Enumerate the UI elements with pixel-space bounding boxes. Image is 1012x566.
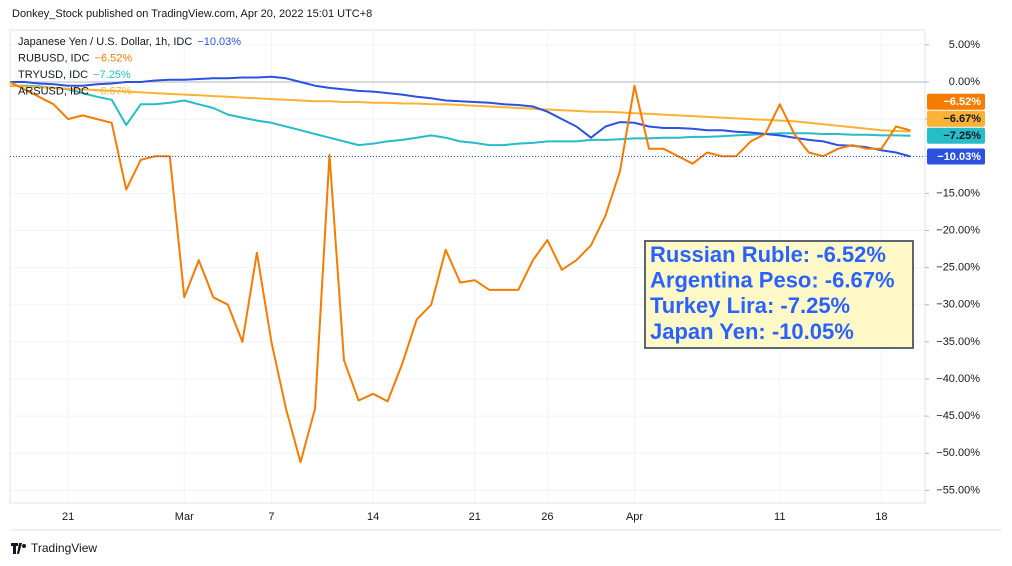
x-tick-label: 21 <box>62 511 74 523</box>
brand-logo <box>11 543 26 554</box>
annotation-box <box>644 240 914 349</box>
y-tick-label: −40.00% <box>936 373 980 385</box>
y-tick-label: −25.00% <box>936 262 980 274</box>
legend-value: −6.67% <box>94 85 132 97</box>
annotation-text: Argentina Peso: -6.67% <box>650 268 895 293</box>
last-value-label: −6.52% <box>943 96 981 108</box>
x-tick-label: 21 <box>469 511 481 523</box>
y-tick-label: −15.00% <box>936 187 980 199</box>
last-value-label: −10.03% <box>937 151 981 163</box>
last-value-tag <box>927 93 985 110</box>
last-value-tag <box>927 148 985 165</box>
last-value-tag <box>927 110 985 127</box>
y-tick-label: −50.00% <box>936 447 980 459</box>
y-tick-label: −45.00% <box>936 410 980 422</box>
legend-name: ARSUSD, IDC <box>18 85 89 97</box>
plot-frame <box>9 29 926 504</box>
series-line <box>10 75 911 158</box>
overlay: Japanese Yen / U.S. Dollar, 1h, IDC −10.0… <box>10 36 925 349</box>
series-line <box>9 84 911 133</box>
legend-name: Japanese Yen / U.S. Dollar, 1h, IDC <box>18 36 192 48</box>
last-value-label: −6.67% <box>943 113 981 125</box>
x-tick-label: Apr <box>626 511 643 523</box>
annotation-text: Japan Yen: -10.05% <box>650 319 854 344</box>
x-tick-label: 18 <box>875 511 887 523</box>
brand: TradingView <box>31 541 97 555</box>
last-value-tag <box>927 127 985 144</box>
y-tick-label: −55.00% <box>936 484 980 496</box>
legend-name: RUBUSD, IDC <box>18 52 90 64</box>
y-tick-label: −35.00% <box>936 336 980 348</box>
y-tick-label: −30.00% <box>936 299 980 311</box>
annotation-text: Turkey Lira: -7.25% <box>650 293 850 318</box>
legend-name: TRYUSD, IDC <box>18 69 88 81</box>
x-tick-label: 26 <box>541 511 553 523</box>
x-tick-label: 14 <box>367 511 379 523</box>
x-tick-label: 11 <box>774 511 785 523</box>
y-tick-label: 0.00% <box>949 76 980 88</box>
x-tick-label: 7 <box>268 511 274 523</box>
legend-value: −7.25% <box>93 69 131 81</box>
legend-value: −6.52% <box>95 52 133 64</box>
x-tick-label: Mar <box>175 511 194 523</box>
legend-value: −10.03% <box>197 36 241 48</box>
annotation-text: Russian Ruble: -6.52% <box>650 242 886 267</box>
chart-title: Donkey_Stock published on TradingView.co… <box>12 8 372 20</box>
y-tick-label: 5.00% <box>949 39 980 51</box>
y-tick-label: −20.00% <box>936 224 980 236</box>
last-value-label: −7.25% <box>943 130 981 142</box>
